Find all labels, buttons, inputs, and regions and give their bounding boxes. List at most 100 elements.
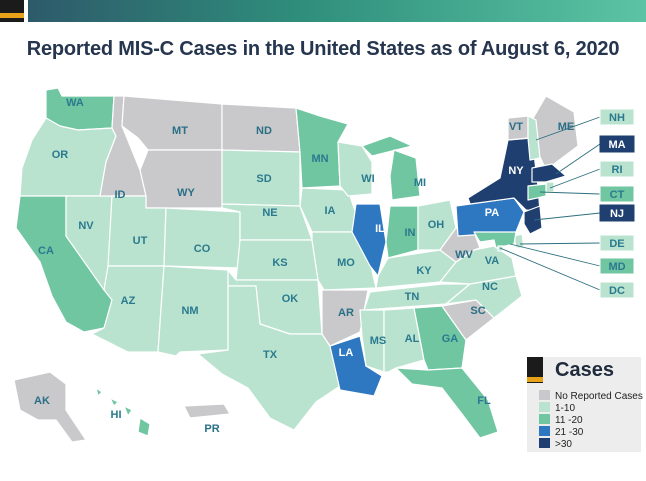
state-label-mi: MI [414,177,426,189]
callout-label-md: MD [608,261,625,273]
state-md [473,231,517,249]
state-nj [523,205,543,235]
callout-box-dc [599,281,635,299]
state-ny [467,137,541,213]
legend-dark-block [527,357,543,383]
state-pr [183,403,231,419]
state-label-in: IN [405,227,416,239]
state-ms [359,309,385,373]
state-label-ar: AR [338,307,354,319]
state-label-al: AL [405,333,420,345]
legend-swatch [539,390,550,400]
legend-swatch [539,438,550,448]
legend: Cases No Reported Cases 1-10 11 -20 21 -… [527,357,643,452]
legend-item-1-10: 1-10 [539,402,575,414]
state-label-ne: NE [262,207,277,219]
banner-gradient [28,0,646,22]
state-in [385,205,419,259]
state-label-or: OR [52,149,69,161]
state-label-pr: PR [204,423,219,435]
state-label-nv: NV [78,220,94,232]
state-wv [439,227,481,263]
state-label-vt: VT [509,121,523,133]
callout-leader-ma [555,143,601,175]
state-label-ga: GA [442,333,459,345]
state-label-wy: WY [177,187,195,199]
state-label-il: IL [375,223,385,235]
legend-item-21-30: 21 -30 [539,426,583,438]
state-label-co: CO [194,243,211,255]
state-label-me: ME [558,121,575,133]
callout-box-md [599,257,635,275]
state-ak [13,371,87,443]
state-wy [139,149,223,209]
state-label-ks: KS [272,257,287,269]
state-mt [121,95,223,151]
callouts-layer: NH MA RI CT NJ DE MD DC [499,108,635,299]
legend-title: Cases [555,359,614,381]
state-label-ia: IA [325,205,336,217]
callout-leader-nh [535,116,601,141]
banner-gold-stripe [0,13,24,18]
legend-swatch [539,414,550,424]
page-title: Reported MIS-C Cases in the United State… [26,38,620,60]
state-label-ca: CA [38,245,54,257]
state-label-id: ID [115,189,126,201]
callout-label-de: DE [609,238,624,250]
state-label-wi: WI [361,173,374,185]
callout-leader-de [519,242,601,245]
state-label-la: LA [339,347,354,359]
legend-item-none: No Reported Cases [539,390,643,402]
labels-layer: WA OR CA NV ID MT WY UT AZ NM CO ND SD NE KS OK TX MN IA MO… [34,97,574,435]
state-label-mn: MN [311,153,328,165]
callout-leader-nj [533,212,601,221]
state-ma [531,163,567,183]
callout-box-nh [599,108,635,126]
state-ar [321,289,369,347]
state-label-wa: WA [66,97,84,109]
state-tx [197,285,341,431]
legend-swatch [539,402,550,412]
callout-leader-md [509,243,601,267]
state-label-ms: MS [370,335,387,347]
callout-leader-ct [539,191,601,195]
state-label-az: AZ [121,295,136,307]
state-label-ny: NY [508,165,524,177]
state-label-ky: KY [416,265,432,277]
state-label-mo: MO [337,257,355,269]
callout-box-nj [599,204,635,222]
callout-label-dc: DC [609,285,625,297]
callout-box-de [599,234,635,252]
state-label-nc: NC [482,281,498,293]
legend-gold-stripe [527,377,543,382]
state-label-ut: UT [133,235,148,247]
state-hi [95,387,151,437]
state-nh [527,115,541,161]
state-label-tn: TN [405,291,420,303]
state-label-fl: FL [477,395,491,407]
state-label-sc: SC [470,305,485,317]
state-label-ak: AK [34,395,50,407]
state-label-wv: WV [455,249,473,261]
state-label-nm: NM [181,305,198,317]
state-fl [395,367,499,439]
callout-label-ct: CT [610,189,625,201]
callout-label-ri: RI [612,164,623,176]
callout-box-ri [599,160,635,178]
state-label-sd: SD [256,173,271,185]
state-label-pa: PA [485,207,500,219]
callout-leader-ri [549,168,601,189]
callout-label-nh: NH [609,112,625,124]
state-co [163,207,241,269]
state-label-va: VA [485,255,500,267]
state-label-nd: ND [256,125,272,137]
callout-leader-dc [499,247,601,291]
top-banner [0,0,646,22]
state-label-oh: OH [428,219,445,231]
state-label-hi: HI [111,409,122,421]
legend-item-11-20: 11 -20 [539,414,583,426]
callout-label-ma: MA [608,139,625,151]
callout-box-ct [599,185,635,203]
legend-item-30plus: >30 [539,438,572,450]
